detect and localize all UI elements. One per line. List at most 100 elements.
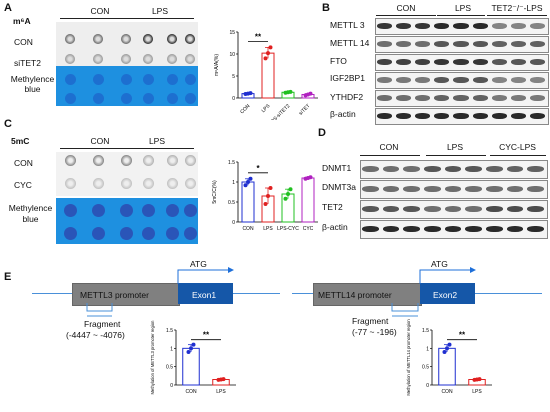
y-tick-label: 0.5 (166, 365, 173, 371)
dot (91, 203, 105, 217)
band (529, 94, 545, 101)
bar-CYC (301, 177, 315, 223)
panel-letter-d: D (318, 127, 326, 139)
band (472, 94, 488, 101)
x-tick-label: LPS (260, 103, 271, 114)
dot (183, 226, 197, 240)
band (529, 40, 545, 47)
band (491, 22, 507, 29)
panel-e-mettl3-bar-chart: 0 0.5 1 1.5 Methylation of METTL3 promoter r… (150, 320, 236, 395)
dot (141, 226, 155, 240)
band (491, 58, 507, 65)
band (444, 225, 462, 232)
sig-marker: ** (255, 32, 262, 41)
data-point (288, 187, 293, 192)
y-tick-label: 15 (229, 30, 235, 36)
band (396, 40, 412, 47)
data-point (263, 202, 268, 206)
dot (143, 34, 153, 44)
band (403, 225, 420, 232)
y-axis-label: 5mC/C(%) (212, 180, 218, 204)
gene1-exon-box (178, 283, 233, 304)
band (434, 58, 450, 65)
y-tick-label: 0.5 (422, 365, 429, 371)
gene1-promoter-label: METTL3 promoter (80, 290, 149, 300)
data-point (268, 186, 273, 190)
band (453, 112, 469, 119)
gene2-promoter-label: METTL14 promoter (318, 290, 392, 300)
panel-b-col-lps-line (437, 15, 485, 16)
dot (92, 73, 104, 85)
panel-b-row-mettl14: METTL 14 (330, 38, 370, 48)
band (465, 205, 482, 212)
dot (141, 203, 155, 217)
panel-letter-e: E (4, 271, 12, 283)
y-tick-label: 1.5 (422, 328, 429, 334)
data-point (243, 183, 248, 188)
band (415, 40, 431, 47)
x-tick-label: CON (239, 103, 251, 115)
band (529, 112, 545, 119)
panel-a-col-con-line (60, 18, 136, 19)
band (362, 205, 379, 212)
y-tick-label: 1 (170, 346, 173, 352)
dot (166, 92, 178, 104)
panel-b-row-igf2bp1: IGF2BP1 (330, 73, 365, 83)
dot (166, 154, 178, 166)
data-point (477, 377, 482, 382)
band (486, 225, 503, 232)
dot (120, 92, 132, 104)
band (506, 225, 524, 232)
band (434, 112, 450, 119)
panel-c-bar-chart: 0 0.5 1 1.5 5mC/C(%) CON LPS LPS-CYC CYC * (212, 160, 318, 232)
dot (93, 54, 103, 64)
data-point (191, 342, 196, 347)
band (424, 165, 441, 172)
band (396, 22, 412, 29)
gene2-exon-box (420, 283, 475, 304)
y-tick-label: 0 (232, 220, 235, 226)
band (506, 185, 524, 192)
panel-c-col-lps: LPS (148, 136, 166, 146)
dot (184, 154, 196, 166)
panel-a-col-con: CON (90, 6, 110, 16)
band (486, 205, 503, 212)
dot (184, 177, 196, 189)
gene1-atg-label: ATG (190, 259, 207, 269)
gene1-fragment-bracket (86, 303, 113, 317)
panel-c-col-con-line (60, 148, 136, 149)
band (415, 112, 431, 119)
band (506, 205, 524, 212)
band (434, 94, 450, 101)
panel-d-col-cyc-lps-line (490, 155, 546, 156)
gene2-exon-label: Exon2 (433, 290, 458, 300)
panel-letter-b: B (322, 2, 330, 14)
band (472, 40, 488, 47)
x-tick-label: LPS-CYC (277, 226, 299, 232)
data-point (248, 91, 253, 96)
dot (143, 54, 153, 64)
data-point (308, 175, 313, 180)
band (382, 185, 400, 192)
band (486, 185, 503, 192)
band (527, 185, 544, 192)
gene2-atg-label: ATG (431, 259, 448, 269)
panel-b-row-actin: β-actin (330, 109, 356, 119)
band (491, 94, 507, 101)
dot (184, 73, 196, 85)
dot (142, 73, 154, 85)
sig-marker: ** (203, 331, 210, 340)
data-point (189, 346, 193, 351)
panel-b-col-con: CON (396, 3, 416, 13)
band (415, 58, 431, 65)
sig-marker: * (256, 164, 260, 173)
panel-d-row-tet2: TET2 (322, 202, 343, 212)
band (465, 185, 482, 192)
panel-d-col-con: CON (379, 142, 399, 152)
band (382, 165, 400, 172)
data-point (288, 89, 293, 94)
band (472, 58, 488, 65)
band (424, 185, 441, 192)
dot (185, 54, 195, 64)
band (506, 165, 524, 172)
